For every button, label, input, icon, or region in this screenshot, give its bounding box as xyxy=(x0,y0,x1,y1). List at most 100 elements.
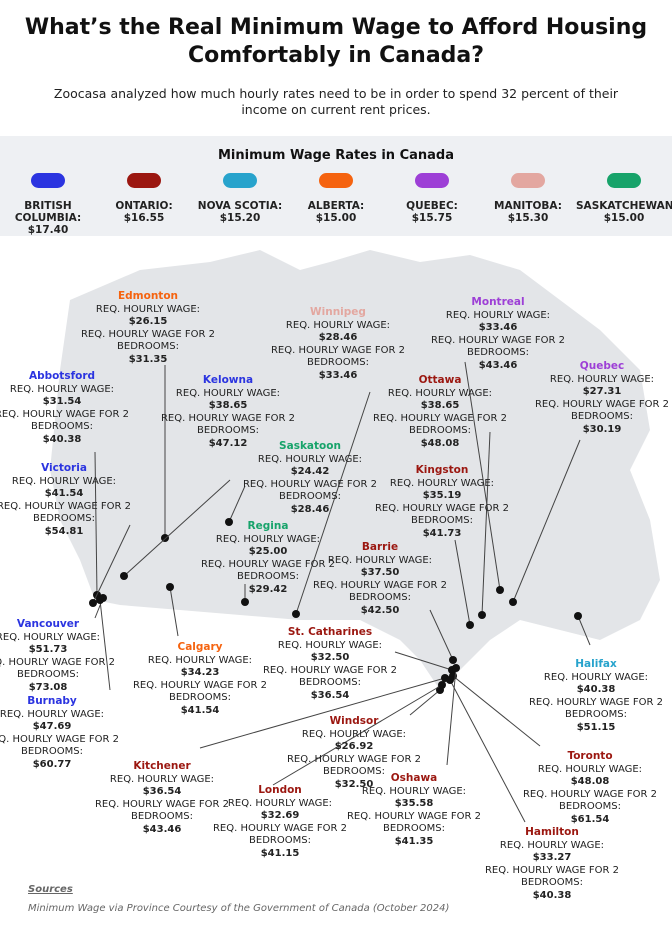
bedrooms-wage: $54.81 xyxy=(44,525,84,537)
bedrooms-wage: $43.46 xyxy=(478,359,518,371)
city-dot xyxy=(496,586,504,594)
hourly-label: REQ. HOURLY WAGE: xyxy=(215,533,321,545)
city-label: Winnipeg REQ. HOURLY WAGE: $28.46 REQ. HOUR… xyxy=(268,306,408,382)
legend: Minimum Wage Rates in Canada BRITISH COLU… xyxy=(0,136,672,236)
city-name: Winnipeg xyxy=(310,306,366,318)
hourly-wage: $51.73 xyxy=(28,644,68,655)
city-dot xyxy=(452,664,460,672)
leader-line xyxy=(99,599,111,691)
city-name: Montreal xyxy=(471,296,525,308)
province: BRITISH COLUMBIA: $17.40 xyxy=(0,173,96,236)
leader-line xyxy=(409,689,441,716)
province-name: QUEBEC: xyxy=(406,200,458,212)
hourly-label: REQ. HOURLY WAGE: xyxy=(0,708,105,720)
leader-line xyxy=(452,675,541,747)
leader-line xyxy=(464,361,501,591)
hourly-label: REQ. HOURLY WAGE: xyxy=(387,387,493,399)
bedrooms-wage: $32.50 xyxy=(334,778,374,790)
hourly-wage: $37.50 xyxy=(360,567,400,578)
hourly-wage: $33.46 xyxy=(478,322,518,333)
bedrooms-wage: $73.08 xyxy=(28,681,68,693)
city-label: Kitchener REQ. HOURLY WAGE: $36.54 REQ. HOU… xyxy=(92,760,232,836)
hourly-label: REQ. HOURLY WAGE: xyxy=(277,639,383,651)
city-name: Kelowna xyxy=(202,374,254,386)
city-label: Abbotsford REQ. HOURLY WAGE: $31.54 REQ. HO… xyxy=(0,370,132,446)
bedrooms-wage: $48.08 xyxy=(420,437,460,449)
bedrooms-wage: $36.54 xyxy=(310,689,350,701)
hourly-label: REQ. HOURLY WAGE: xyxy=(301,728,407,740)
bedrooms-wage: $61.54 xyxy=(570,813,610,825)
city-name: Calgary xyxy=(177,641,223,653)
city-name: Toronto xyxy=(567,750,613,762)
hourly-wage: $35.19 xyxy=(422,490,462,501)
bedrooms-wage: $30.19 xyxy=(582,423,622,435)
city-dot xyxy=(478,611,486,619)
bedrooms-label: REQ. HOURLY WAGE FOR 2 BEDROOMS: xyxy=(94,798,230,823)
city-dot xyxy=(466,621,474,629)
city-name: Ottawa xyxy=(418,374,462,386)
leader-line xyxy=(169,586,179,637)
bedrooms-label: REQ. HOURLY WAGE FOR 2 BEDROOMS: xyxy=(312,579,448,604)
hourly-label: REQ. HOURLY WAGE: xyxy=(11,475,117,487)
hourly-label: REQ. HOURLY WAGE: xyxy=(95,303,201,315)
city-name: Windsor xyxy=(329,715,379,727)
hourly-wage: $38.65 xyxy=(420,400,460,411)
hourly-label: REQ. HOURLY WAGE: xyxy=(389,477,495,489)
city-dot xyxy=(166,583,174,591)
bedrooms-label: REQ. HOURLY WAGE FOR 2 BEDROOMS: xyxy=(534,398,670,423)
leader-line xyxy=(429,609,454,661)
hourly-label: REQ. HOURLY WAGE: xyxy=(361,785,467,797)
province: MANITOBA: $15.30 xyxy=(480,173,576,224)
city-dot xyxy=(438,681,446,689)
hourly-wage: $41.54 xyxy=(44,488,84,499)
swatch xyxy=(607,173,641,188)
bedrooms-wage: $42.50 xyxy=(360,604,400,616)
province-wage: $17.40 xyxy=(27,224,69,236)
bedrooms-label: REQ. HOURLY WAGE FOR 2 BEDROOMS: xyxy=(270,344,406,369)
city-name: Quebec xyxy=(579,360,625,372)
province: QUEBEC: $15.75 xyxy=(384,173,480,224)
city-dot xyxy=(89,599,97,607)
hourly-wage: $26.15 xyxy=(128,316,168,327)
leader-line xyxy=(446,667,457,766)
city-label: Windsor REQ. HOURLY WAGE: $26.92 REQ. HOURL… xyxy=(284,715,424,791)
bedrooms-label: REQ. HOURLY WAGE FOR 2 BEDROOMS: xyxy=(200,558,336,583)
city-dot xyxy=(292,610,300,618)
hourly-label: REQ. HOURLY WAGE: xyxy=(285,319,391,331)
city-label: London REQ. HOURLY WAGE: $32.69 REQ. HOURLY… xyxy=(210,784,350,860)
city-dot xyxy=(161,534,169,542)
hourly-label: REQ. HOURLY WAGE: xyxy=(175,387,281,399)
province-wage: $15.20 xyxy=(219,212,261,224)
hourly-wage: $48.08 xyxy=(570,776,610,787)
province: NOVA SCOTIA: $15.20 xyxy=(192,173,288,224)
leader-line xyxy=(577,615,591,646)
city-name: Abbotsford xyxy=(28,370,96,382)
leader-line xyxy=(228,485,246,523)
city-dot xyxy=(446,676,454,684)
bedrooms-wage: $60.77 xyxy=(32,758,72,770)
bedrooms-label: REQ. HOURLY WAGE FOR 2 BEDROOMS: xyxy=(346,810,482,835)
leader-line xyxy=(199,677,446,749)
swatch xyxy=(223,173,257,188)
leader-line xyxy=(92,524,131,604)
city-name: Halifax xyxy=(575,658,617,670)
city-label: Kingston REQ. HOURLY WAGE: $35.19 REQ. HOUR… xyxy=(372,464,512,540)
city-name: Kingston xyxy=(415,464,469,476)
city-name: Victoria xyxy=(41,462,87,474)
city-label: Calgary REQ. HOURLY WAGE: $34.23 REQ. HOURL… xyxy=(130,641,270,717)
subtitle: Zoocasa analyzed how much hourly rates n… xyxy=(53,86,619,117)
hourly-label: REQ. HOURLY WAGE: xyxy=(9,383,115,395)
province-wage: $15.75 xyxy=(411,212,453,224)
bedrooms-wage: $41.15 xyxy=(260,847,300,859)
bedrooms-label: REQ. HOURLY WAGE FOR 2 BEDROOMS: xyxy=(286,753,422,778)
city-name: London xyxy=(258,784,302,796)
city-label: Regina REQ. HOURLY WAGE: $25.00 REQ. HOURLY… xyxy=(198,520,338,596)
hourly-label: REQ. HOURLY WAGE: xyxy=(227,797,333,809)
city-name: Vancouver xyxy=(16,618,80,630)
hourly-wage: $40.38 xyxy=(576,684,616,695)
province: ONTARIO: $16.55 xyxy=(96,173,192,224)
swatch xyxy=(511,173,545,188)
